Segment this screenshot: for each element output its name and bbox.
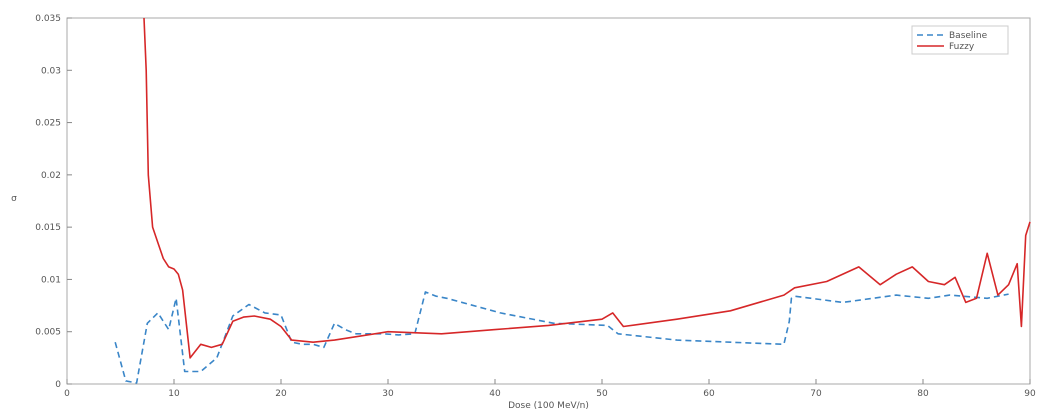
plot-area: 0 10 20 30 40 50 60 70 80 90 00.0050.010.0150.020…: [35, 14, 1036, 399]
x-tick-label: 50: [596, 389, 608, 399]
y-axis: 0 0.005 0.01 0.015 0.02 0.025 0.03 0.035: [35, 14, 72, 390]
y-tick-label: 0.01: [41, 275, 61, 285]
x-axis-label: Dose (100 MeV/n): [508, 401, 589, 410]
legend-label: Baseline: [949, 31, 988, 41]
y-tick-label: 0.02: [41, 171, 61, 181]
y-tick-label: 0.025: [35, 119, 61, 129]
x-tick-label: 90: [1024, 389, 1036, 399]
plot-frame: [67, 18, 1030, 384]
x-tick-label: 10: [168, 389, 180, 399]
y-tick-label: 0.005: [35, 328, 61, 338]
x-tick-label: 30: [382, 389, 394, 399]
x-tick-label: 80: [917, 389, 929, 399]
y-tick-label: 0: [55, 380, 61, 390]
y-tick-label: 0.035: [35, 14, 61, 24]
y-axis-label: σ: [11, 194, 17, 204]
y-tick-label: 0.015: [35, 223, 61, 233]
x-tick-label: 70: [810, 389, 822, 399]
y-tick-label: 0.03: [41, 66, 61, 76]
x-tick-label: 60: [703, 389, 715, 399]
x-tick-label: 40: [489, 389, 501, 399]
x-tick-label: 0: [64, 389, 70, 399]
legend-label: Fuzzy: [949, 42, 975, 52]
x-tick-label: 20: [275, 389, 287, 399]
